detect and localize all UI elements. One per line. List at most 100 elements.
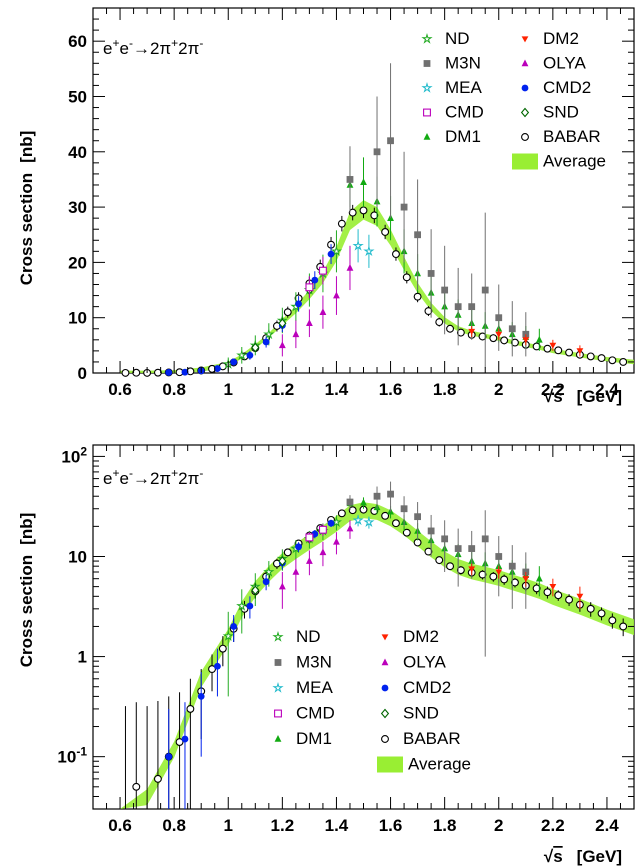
- data-point-babar: [619, 622, 628, 631]
- legend-marker-mea: [421, 82, 433, 93]
- data-point-dm2: [576, 348, 584, 355]
- data-points-top: [121, 63, 628, 377]
- data-point-babar: [456, 566, 465, 575]
- data-point-cmd2: [262, 578, 270, 586]
- legend-marker-average: [512, 153, 538, 170]
- legend-label-mea: MEA: [296, 678, 334, 697]
- data-point-dm2: [576, 593, 584, 600]
- legend-marker-babar: [521, 133, 529, 141]
- x-tick-label: 2: [494, 380, 503, 399]
- x-tick-label: 0.8: [162, 816, 186, 835]
- data-point-babar: [121, 368, 130, 377]
- data-point-cmd2: [327, 250, 335, 258]
- data-point-mea: [363, 245, 375, 257]
- y-tick-label: 30: [68, 198, 87, 217]
- data-point-olya: [278, 341, 286, 349]
- data-point-babar: [597, 609, 606, 618]
- data-point-m3n: [468, 545, 476, 552]
- data-point-babar: [532, 342, 541, 351]
- data-point-nd: [263, 328, 275, 340]
- data-point-m3n: [481, 286, 489, 294]
- y-tick-label: 10-1: [57, 745, 87, 767]
- data-points-bottom: [124, 481, 628, 809]
- data-point-babar: [446, 324, 455, 333]
- x-tick-label: 2.2: [541, 380, 565, 399]
- data-point-babar: [348, 208, 357, 217]
- data-point-cmd: [318, 266, 327, 275]
- x-tick-label: 2: [494, 816, 503, 835]
- data-point-babar: [370, 211, 379, 220]
- legend-label-nd: ND: [445, 29, 470, 48]
- data-point-babar: [283, 308, 292, 317]
- data-point-cmd: [318, 525, 327, 534]
- x-tick-label: 1.2: [271, 380, 295, 399]
- data-point-mea: [352, 239, 364, 251]
- data-point-babar: [446, 562, 455, 571]
- legend-label-dm2: DM2: [403, 627, 439, 646]
- data-point-m3n: [346, 176, 354, 183]
- legend-marker-dm1: [274, 735, 282, 742]
- data-point-olya: [333, 291, 340, 299]
- data-point-babar: [586, 352, 595, 361]
- legend-marker-snd: [520, 107, 530, 118]
- data-point-babar: [608, 356, 617, 365]
- x-tick-label: 1.4: [325, 380, 349, 399]
- legend-label-olya: OLYA: [543, 54, 586, 73]
- data-point-babar: [554, 591, 563, 600]
- x-tick-label: 1: [224, 380, 233, 399]
- data-point-dm2: [495, 331, 503, 338]
- data-point-dm1: [360, 498, 367, 506]
- data-point-m3n: [373, 492, 381, 500]
- data-point-nd: [263, 566, 275, 577]
- legend-label-mea: MEA: [445, 78, 483, 97]
- data-point-m3n: [387, 490, 394, 498]
- data-point-babar: [359, 206, 368, 215]
- data-point-babar: [456, 328, 465, 337]
- legend-marker-olya: [521, 59, 529, 67]
- data-point-babar: [175, 738, 184, 746]
- data-point-m3n: [414, 231, 421, 239]
- legend-marker-average: [377, 756, 403, 773]
- legend-label-babar: BABAR: [403, 729, 461, 748]
- data-point-m3n: [454, 303, 462, 311]
- log-panel: 0.6 0.8 1 1.2 1.4 1.6 1.8 2 2.2 2.4 10-1 1 10 102 e+e…: [17, 444, 635, 866]
- data-point-cmd2: [262, 338, 270, 346]
- data-point-babar: [153, 774, 162, 783]
- y-tick-label: 40: [68, 143, 87, 162]
- data-point-m3n: [441, 286, 449, 294]
- data-point-babar: [132, 782, 141, 791]
- data-point-olya: [292, 567, 300, 575]
- data-point-dm2: [549, 584, 557, 591]
- data-point-m3n: [400, 203, 408, 211]
- data-point-cmd2: [246, 351, 254, 359]
- data-point-babar: [186, 704, 195, 713]
- legend-label-dm1: DM1: [445, 127, 481, 146]
- data-point-babar: [619, 357, 628, 366]
- legend-marker-cmd2: [381, 684, 389, 692]
- data-point-babar: [208, 665, 216, 674]
- data-point-cmd2: [181, 735, 189, 743]
- data-point-m3n: [387, 137, 394, 145]
- data-point-babar: [283, 548, 292, 557]
- data-point-babar: [153, 368, 162, 377]
- data-point-babar: [489, 334, 498, 343]
- data-point-babar: [337, 509, 346, 518]
- legend-label-cmd2: CMD2: [543, 78, 591, 97]
- x-axis-label-top: √s [GeV]: [544, 387, 622, 406]
- x-tick-label: 2.4: [595, 816, 619, 835]
- x-tick-label: 2.2: [541, 816, 565, 835]
- x-tick-label: 0.8: [162, 380, 186, 399]
- y-tick-label: 60: [68, 32, 87, 51]
- data-point-babar: [489, 572, 498, 581]
- legend-marker-nd: [421, 33, 433, 44]
- data-point-babar: [218, 644, 227, 653]
- y-axis-label-top: Cross section[nb]: [17, 131, 36, 286]
- data-point-babar: [586, 604, 595, 613]
- legend-label-m3n: M3N: [445, 54, 481, 73]
- legend-marker-olya: [381, 658, 389, 666]
- legend-marker-dm2: [381, 634, 389, 641]
- legend-label-olya: OLYA: [403, 653, 446, 672]
- data-point-babar: [565, 348, 574, 357]
- data-point-m3n: [508, 562, 516, 570]
- legend-label-dm1: DM1: [296, 729, 332, 748]
